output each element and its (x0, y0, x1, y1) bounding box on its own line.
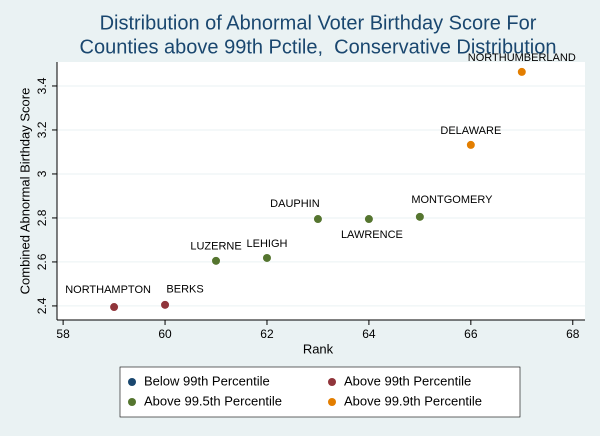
point (262, 253, 271, 262)
point-label: NORTHAMPTON (65, 284, 151, 296)
point-label: DELAWARE (440, 125, 501, 137)
y-tick-label: 3.2 (35, 121, 49, 138)
y-tick-label: 2.6 (35, 253, 49, 270)
legend-marker (128, 378, 136, 386)
point (415, 212, 424, 221)
point-label: NORTHUMBERLAND (468, 52, 576, 64)
point (517, 67, 526, 76)
point-label: DAUPHIN (270, 198, 320, 210)
y-tick-label: 2.4 (35, 297, 49, 314)
y-tick-label: 2.8 (35, 209, 49, 226)
x-tick-label: 58 (56, 327, 70, 341)
chart-title: Distribution of Abnormal Voter Birthday … (100, 12, 537, 34)
x-tick-label: 62 (260, 327, 274, 341)
point (161, 300, 170, 309)
y-tick-label: 3.4 (35, 77, 49, 94)
y-axis-title: Combined Abnormal Birthday Score (17, 88, 32, 295)
x-axis-title: Rank (303, 341, 334, 356)
point (313, 215, 322, 224)
point-label: BERKS (166, 284, 203, 296)
point (212, 256, 221, 265)
x-tick-label: 66 (464, 327, 478, 341)
point (110, 303, 119, 312)
point (364, 215, 373, 224)
legend-marker (328, 378, 336, 386)
legend-label: Above 99th Percentile (344, 373, 471, 388)
legend-label: Above 99.5th Percentile (144, 393, 282, 408)
plot-area (57, 62, 585, 320)
y-tick-label: 3 (35, 170, 49, 177)
point-label: LAWRENCE (341, 229, 403, 241)
legend (119, 366, 521, 418)
legend-marker (128, 398, 136, 406)
x-tick-label: 60 (158, 327, 172, 341)
point (466, 140, 475, 149)
legend-label: Below 99th Percentile (144, 373, 270, 388)
x-tick-label: 64 (362, 327, 376, 341)
point-label: LEHIGH (246, 238, 287, 250)
point-label: LUZERNE (190, 241, 241, 253)
legend-marker (328, 398, 336, 406)
chart-title: Counties above 99th Pctile, Conservative… (80, 36, 557, 58)
x-tick-label: 68 (566, 327, 580, 341)
point-label: MONTGOMERY (411, 194, 493, 206)
legend-label: Above 99.9th Percentile (344, 393, 482, 408)
